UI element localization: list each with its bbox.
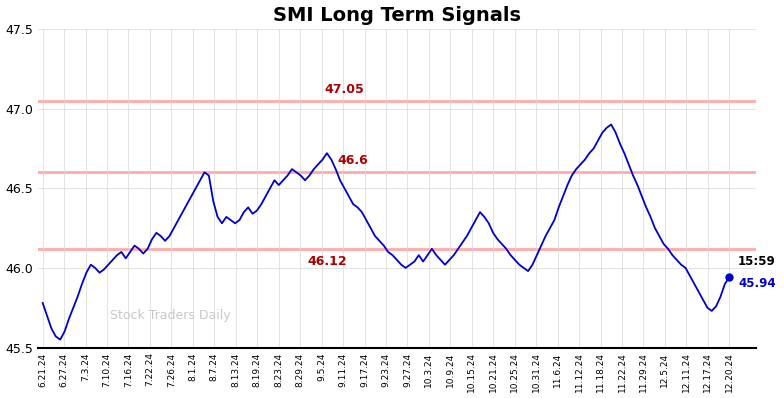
- Text: 46.6: 46.6: [338, 154, 368, 167]
- Text: 47.05: 47.05: [325, 83, 365, 96]
- Title: SMI Long Term Signals: SMI Long Term Signals: [273, 6, 521, 25]
- Text: 15:59: 15:59: [738, 255, 776, 268]
- Text: Stock Traders Daily: Stock Traders Daily: [110, 309, 230, 322]
- Text: 45.94: 45.94: [738, 277, 775, 291]
- Text: 46.12: 46.12: [307, 255, 347, 268]
